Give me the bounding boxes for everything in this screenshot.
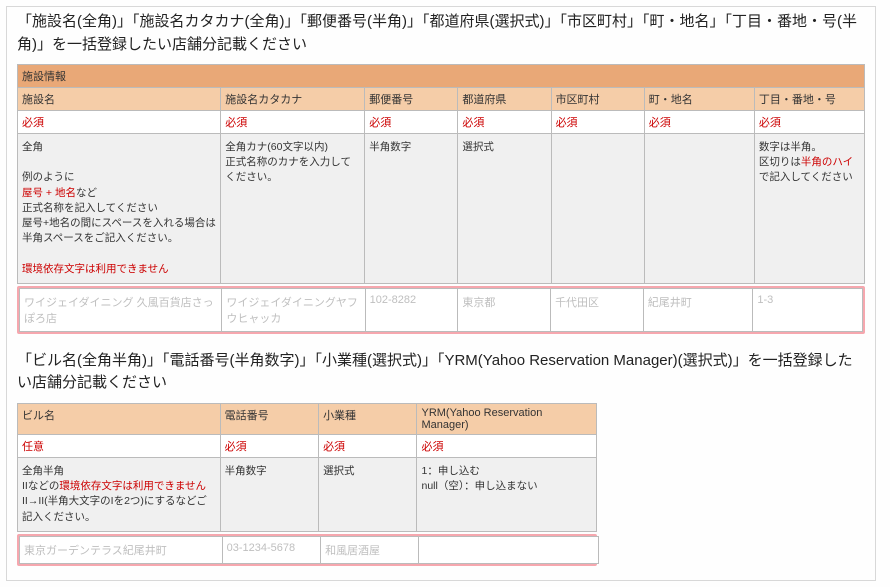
req-cell: 必須 [754, 111, 864, 134]
section1-intro: 「施設名(全角)」「施設名カタカナ(全角)」「郵便番号(半角)」「都道府県(選択… [17, 11, 865, 56]
req-cell: 必須 [319, 434, 417, 457]
section2-example-highlight: 東京ガーデンテラス紀尾井町 03-1234-5678 和風居酒屋 [17, 534, 597, 566]
req-cell: 必須 [551, 111, 644, 134]
req-cell: 必須 [417, 434, 597, 457]
desc-cell: 数字は半角。区切りは半角のハイで記入してください [754, 134, 864, 284]
section2-intro: 「ビル名(全角半角)」「電話番号(半角数字)」「小業種(選択式)」「YRM(Ya… [17, 350, 865, 395]
example-cell: 03-1234-5678 [222, 536, 320, 563]
col-head: 市区町村 [551, 88, 644, 111]
example-cell: 1-3 [753, 288, 863, 331]
req-cell: 必須 [18, 111, 221, 134]
desc-cell: 半角数字 [365, 134, 458, 284]
req-cell: 必須 [644, 111, 754, 134]
example-cell: 102-8282 [365, 288, 458, 331]
desc-cell: 全角カナ(60文字以内)正式名称のカナを入力してください。 [221, 134, 365, 284]
col-head: 小業種 [319, 403, 417, 434]
example-cell: 千代田区 [551, 288, 644, 331]
col-head: 丁目・番地・号 [754, 88, 864, 111]
example-cell: 紀尾井町 [643, 288, 753, 331]
section1-header: 施設情報 [18, 65, 865, 88]
example-cell: 東京都 [458, 288, 551, 331]
desc-cell: 全角半角IIなどの環境依存文字は利用できませんII→II(半角大文字のIを2つ)… [18, 457, 221, 531]
col-head: 都道府県 [458, 88, 551, 111]
req-cell: 必須 [220, 434, 318, 457]
desc-cell: 選択式 [319, 457, 417, 531]
example-cell [419, 536, 599, 563]
col-head: ビル名 [18, 403, 221, 434]
col-head: 電話番号 [220, 403, 318, 434]
col-head: 施設名 [18, 88, 221, 111]
req-cell: 必須 [365, 111, 458, 134]
desc-cell: 1：申し込むnull（空）：申し込まない [417, 457, 597, 531]
col-head: YRM(Yahoo Reservation Manager) [417, 403, 597, 434]
desc-cell: 半角数字 [220, 457, 318, 531]
section1-example-highlight: ワイジェイダイニング 久風百貨店さっぽろ店 ワイジェイダイニングヤフウヒャッカ … [17, 286, 865, 334]
desc-cell: 選択式 [458, 134, 551, 284]
section2-table: ビル名 電話番号 小業種 YRM(Yahoo Reservation Manag… [17, 403, 597, 532]
desc-cell [551, 134, 644, 284]
col-head: 郵便番号 [365, 88, 458, 111]
section1-table: 施設情報 施設名 施設名カタカナ 郵便番号 都道府県 市区町村 町・地名 丁目・… [17, 64, 865, 284]
example-cell: ワイジェイダイニング 久風百貨店さっぽろ店 [20, 288, 222, 331]
desc-cell [644, 134, 754, 284]
req-cell: 必須 [221, 111, 365, 134]
example-cell: 東京ガーデンテラス紀尾井町 [20, 536, 223, 563]
req-cell: 必須 [458, 111, 551, 134]
example-cell: ワイジェイダイニングヤフウヒャッカ [222, 288, 365, 331]
example-cell: 和風居酒屋 [321, 536, 419, 563]
desc-cell: 全角例のように屋号 + 地名など正式名称を記入してください屋号+地名の間にスペー… [18, 134, 221, 284]
col-head: 施設名カタカナ [221, 88, 365, 111]
req-cell: 任意 [18, 434, 221, 457]
col-head: 町・地名 [644, 88, 754, 111]
